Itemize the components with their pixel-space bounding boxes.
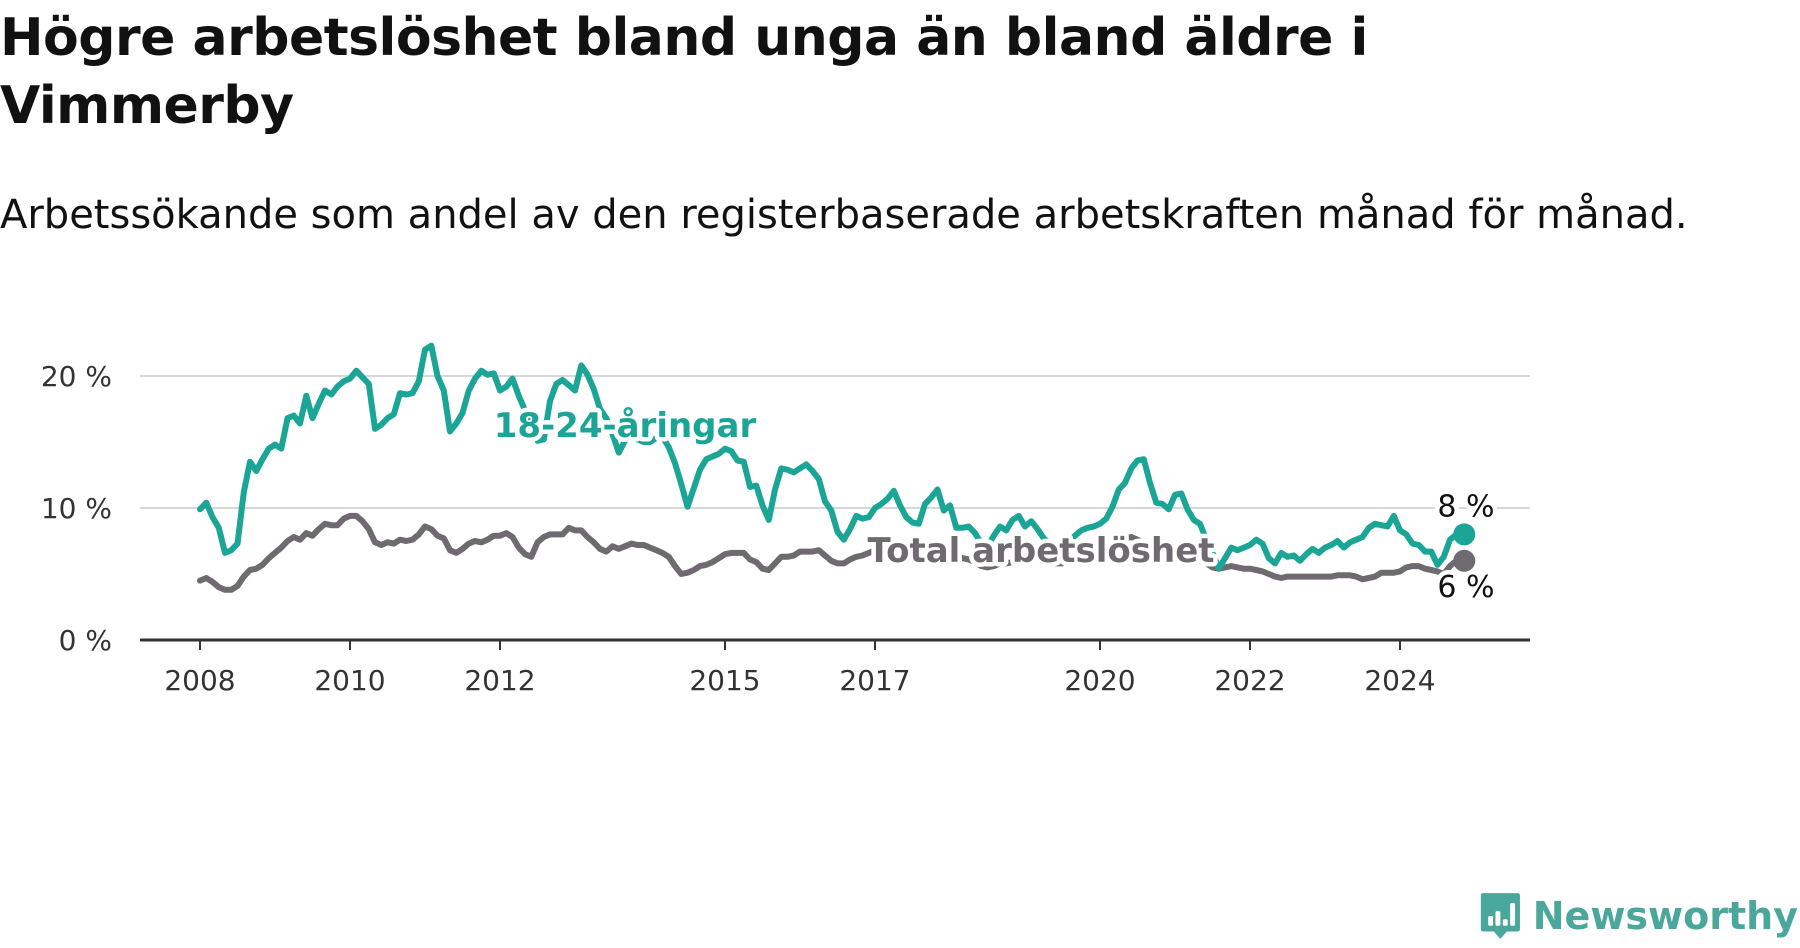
x-tick-label: 2008 [164, 664, 235, 697]
x-axis: 2008 2010 2012 2015 2017 2020 2022 2024 [140, 638, 1530, 697]
y-tick-label: 20 % [41, 360, 112, 393]
grid-lines [140, 375, 1530, 509]
y-tick-label: 0 % [59, 624, 112, 657]
series-end-point [1453, 523, 1476, 546]
x-tick-label: 2010 [314, 664, 385, 697]
x-tick-label: 2020 [1064, 664, 1135, 697]
x-tick-label: 2012 [464, 664, 535, 697]
chart-title: Högre arbetslöshet bland unga än bland ä… [0, 8, 1368, 136]
x-tick-label: 2017 [839, 664, 910, 697]
y-tick-label: 10 % [41, 492, 112, 525]
end-label-youth: 8 % [1437, 489, 1494, 524]
y-axis-tick-labels: 0 % 10 % 20 % [41, 360, 112, 657]
series-line [197, 512, 1460, 593]
x-tick-label: 2024 [1364, 664, 1435, 697]
end-label-youth-halo: 8 % [1437, 489, 1494, 524]
series-label-total-halo: Total arbetslöshet [867, 531, 1214, 571]
newsworthy-logo: Newsworthy [1480, 886, 1798, 946]
series-label-youth-halo: 18-24-åringar [494, 406, 757, 446]
brand-name: Newsworthy [1532, 894, 1798, 938]
x-tick-label: 2015 [689, 664, 760, 697]
x-tick-label: 2022 [1214, 664, 1285, 697]
series-lines [197, 342, 1476, 593]
series-label-total: Total arbetslöshet [867, 531, 1214, 571]
newsworthy-logo-icon [1480, 893, 1520, 939]
end-label-total: 6 % [1437, 570, 1494, 605]
series-end-point [1453, 549, 1476, 572]
chart-subtitle: Arbetssökande som andel av den registerb… [0, 192, 1688, 238]
series-line [197, 342, 1460, 572]
end-label-total-halo: 6 % [1437, 570, 1494, 605]
series-label-youth: 18-24-åringar [494, 406, 757, 446]
